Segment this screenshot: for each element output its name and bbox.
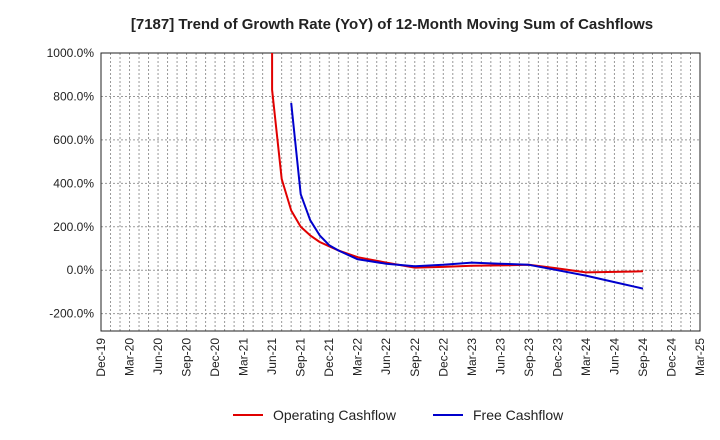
x-tick-label: Mar-21 — [237, 338, 251, 376]
x-tick-label: Mar-23 — [465, 338, 479, 376]
x-tick-label: Jun-23 — [493, 338, 507, 375]
legend-label: Operating Cashflow — [273, 407, 397, 423]
x-axis: Dec-19 Mar-20 Jun-20 Sep-20 Dec-20 Mar-21 Jun-… — [94, 338, 707, 377]
x-tick-label: Sep-20 — [180, 338, 194, 377]
x-tick-label: Sep-22 — [408, 338, 422, 377]
series-lines — [271, 53, 644, 290]
x-tick-label: Dec-24 — [664, 338, 678, 377]
x-tick-label: Dec-19 — [94, 338, 108, 377]
y-tick-label: 400.0% — [53, 176, 94, 190]
x-tick-label: Dec-23 — [550, 338, 564, 377]
chart-title: [7187] Trend of Growth Rate (YoY) of 12-… — [131, 16, 653, 33]
x-tick-label: Sep-24 — [636, 338, 650, 377]
legend: Operating Cashflow Free Cashflow — [233, 407, 564, 423]
x-tick-label: Mar-20 — [123, 338, 137, 376]
x-tick-label: Sep-23 — [522, 338, 536, 377]
y-tick-label: 200.0% — [53, 220, 94, 234]
x-tick-label: Jun-24 — [607, 338, 621, 375]
x-tick-label: Sep-21 — [294, 338, 308, 377]
x-tick-label: Dec-21 — [322, 338, 336, 377]
grid — [101, 52, 700, 331]
x-tick-label: Jun-22 — [379, 338, 393, 375]
y-tick-label: -200.0% — [49, 307, 94, 321]
series-line-free-cashflow — [290, 102, 644, 290]
legend-label: Free Cashflow — [473, 407, 564, 423]
x-tick-label: Jun-21 — [265, 338, 279, 375]
series-line-operating-cashflow — [271, 53, 644, 274]
x-tick-label: Mar-24 — [579, 338, 593, 376]
x-tick-label: Jun-20 — [151, 338, 165, 375]
plot-frame — [100, 52, 701, 332]
y-tick-label: 1000.0% — [47, 46, 95, 60]
x-tick-label: Dec-20 — [208, 338, 222, 377]
y-tick-label: 600.0% — [53, 133, 94, 147]
y-axis: 1000.0% 800.0% 600.0% 400.0% 200.0% 0.0% -200.… — [47, 46, 95, 321]
x-tick-label: Mar-22 — [351, 338, 365, 376]
y-tick-label: 0.0% — [67, 263, 95, 277]
y-tick-label: 800.0% — [53, 89, 94, 103]
x-tick-label: Dec-22 — [436, 338, 450, 377]
x-tick-label: Mar-25 — [693, 338, 707, 376]
